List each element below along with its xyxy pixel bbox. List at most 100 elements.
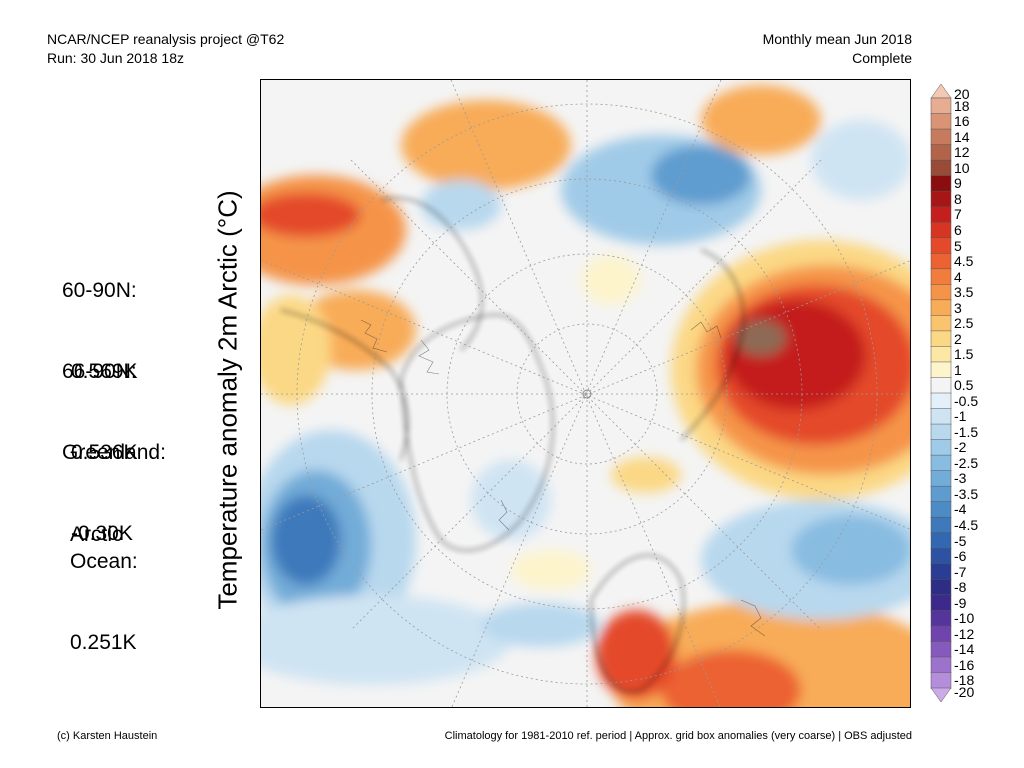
colorbar-swatch	[930, 361, 952, 379]
colorbar-swatch	[930, 175, 952, 192]
stat-label: Greenland:	[62, 441, 166, 464]
colorbar-swatch	[930, 268, 952, 286]
colorbar-label: -20	[954, 684, 975, 700]
colorbar-swatch	[930, 190, 952, 208]
colorbar-swatch	[930, 392, 952, 410]
colorbar-label: 3.5	[954, 284, 974, 301]
colorbar-swatch	[930, 159, 952, 177]
colorbar-label: 4.5	[954, 253, 974, 270]
colorbar-swatch	[930, 284, 952, 301]
colorbar	[930, 84, 952, 702]
colorbar-label: -0.5	[954, 392, 979, 409]
colorbar-label: -3	[954, 470, 967, 487]
colorbar-label: -10	[954, 610, 975, 627]
colorbar-swatch	[930, 206, 952, 223]
coastlines	[280, 197, 745, 692]
coast-detail	[360, 319, 766, 637]
stat-value: 0.536K	[71, 441, 138, 464]
colorbar-swatch	[930, 299, 952, 317]
colorbar-swatch	[930, 579, 952, 596]
colorbar-label: -7	[954, 563, 967, 580]
colorbar-swatch	[930, 594, 952, 612]
colorbar-label: 14	[954, 128, 970, 145]
stat-arctic-ocean: Arctic Ocean: 0.251K	[70, 467, 138, 683]
colorbar-swatch	[930, 563, 952, 581]
north-pole-marker	[582, 389, 592, 399]
colorbar-label: 18	[954, 97, 970, 114]
stat-label: 66-90N:	[62, 360, 137, 383]
colorbar-label: -4	[954, 501, 967, 518]
colorbar-label: 9	[954, 175, 962, 192]
colorbar-swatch	[930, 423, 952, 441]
colorbar-label: 4	[954, 268, 962, 285]
colorbar-swatch	[930, 439, 952, 456]
colorbar-label: 0.5	[954, 377, 974, 394]
colorbar-label: 1	[954, 361, 962, 378]
run-time: Run: 30 Jun 2018 18z	[47, 50, 184, 66]
colorbar-label: 5	[954, 237, 962, 254]
methodology-note: Climatology for 1981-2010 ref. period | …	[444, 730, 912, 742]
model-title: NCAR/NCEP reanalysis project @T62	[47, 31, 285, 47]
colorbar-label: -2.5	[954, 454, 979, 471]
colorbar-label: 16	[954, 113, 970, 130]
colorbar-swatch	[930, 128, 952, 146]
colorbar-swatch	[930, 144, 952, 161]
colorbar-swatch	[930, 113, 952, 130]
colorbar-label: 12	[954, 144, 970, 161]
colorbar-swatch	[930, 548, 952, 565]
colorbar-label: -1.5	[954, 423, 979, 440]
stat-value: 0.569K	[71, 360, 138, 383]
colorbar-label: -16	[954, 656, 975, 673]
colorbar-swatch	[930, 97, 952, 115]
stat-value: -0.30K	[71, 522, 133, 545]
colorbar-swatch	[930, 315, 952, 332]
graticule	[261, 80, 910, 707]
colorbar-label: -14	[954, 641, 975, 658]
colorbar-label: 2.5	[954, 315, 974, 332]
copyright: (c) Karsten Haustein	[57, 730, 158, 742]
colorbar-swatch	[930, 485, 952, 503]
colorbar-swatch	[930, 84, 952, 99]
colorbar-swatch	[930, 221, 952, 239]
colorbar-label: -8	[954, 579, 967, 596]
colorbar-label: -18	[954, 672, 975, 689]
colorbar-label: 7	[954, 206, 962, 223]
colorbar-swatch	[930, 454, 952, 472]
colorbar-label: 8	[954, 190, 962, 207]
colorbar-swatch	[930, 625, 952, 643]
colorbar-label: 20	[954, 86, 970, 102]
colorbar-label: 1.5	[954, 346, 974, 363]
colorbar-swatch	[930, 237, 952, 255]
colorbar-swatch	[930, 253, 952, 270]
anomaly-map	[260, 79, 911, 708]
colorbar-swatch	[930, 656, 952, 674]
colorbar-label: -1	[954, 408, 967, 425]
completion-status: Complete	[852, 50, 912, 66]
colorbar-label: -5	[954, 532, 967, 549]
header-left: NCAR/NCEP reanalysis project @T62 Run: 3…	[47, 30, 284, 68]
colorbar-swatch	[930, 672, 952, 689]
colorbar-label: -3.5	[954, 485, 979, 502]
colorbar-swatch	[930, 346, 952, 363]
colorbar-swatch	[930, 330, 952, 348]
header-right: Monthly mean Jun 2018 Complete	[763, 30, 912, 68]
stat-label: 60-90N:	[62, 279, 137, 302]
colorbar-label: -2	[954, 439, 967, 456]
stat-value: 0.251K	[70, 631, 137, 654]
colorbar-label: 10	[954, 159, 970, 176]
colorbar-swatch	[930, 408, 952, 425]
stat-60-90n: 60-90N: 0.569K	[62, 223, 138, 412]
colorbar-label: 2	[954, 330, 962, 347]
colorbar-swatch	[930, 532, 952, 550]
colorbar-swatch	[930, 516, 952, 534]
colorbar-label: -12	[954, 625, 975, 642]
colorbar-label: -4.5	[954, 516, 979, 533]
colorbar-label: 3	[954, 299, 962, 316]
colorbar-swatch	[930, 687, 952, 702]
period-title: Monthly mean Jun 2018	[762, 31, 912, 47]
colorbar-label: -9	[954, 594, 967, 611]
colorbar-swatch	[930, 610, 952, 627]
stat-greenland: Greenland: -0.30K	[62, 385, 166, 574]
stat-label: Arctic Ocean:	[70, 523, 138, 573]
stat-66-90n: 66-90N: 0.536K	[62, 304, 138, 493]
